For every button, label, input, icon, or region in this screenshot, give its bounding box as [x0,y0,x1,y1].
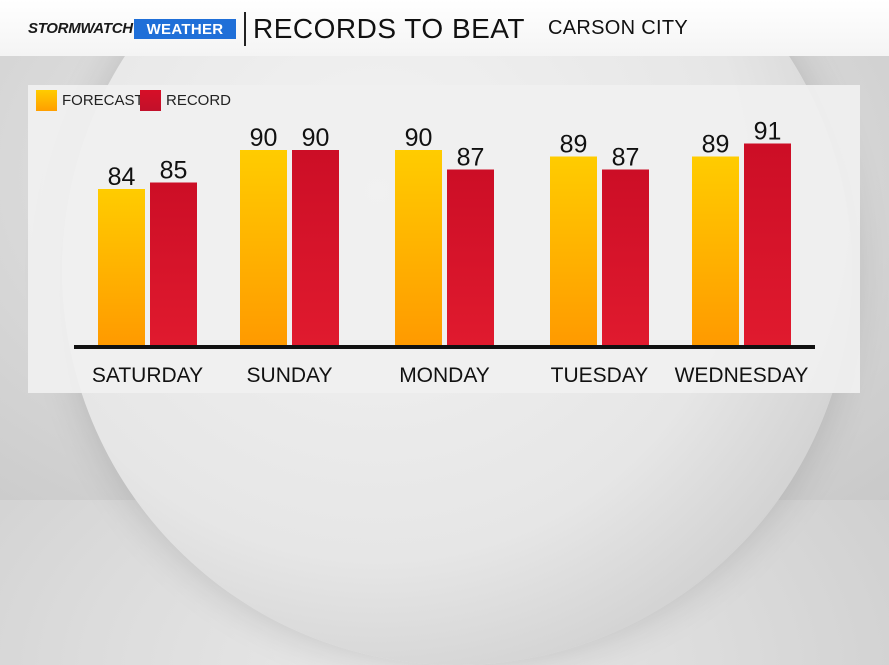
legend-label-forecast: FORECAST [62,92,144,109]
bar-record-saturday [150,182,197,345]
category-label-monday: MONDAY [399,364,490,387]
value-label-record-tuesday: 87 [612,144,640,172]
page-title: RECORDS TO BEAT [253,13,525,44]
value-label-record-sunday: 90 [302,124,330,152]
brand-weather-badge: WEATHER [134,19,236,39]
bar-group [98,143,791,345]
value-label-forecast-wednesday: 89 [702,131,730,159]
value-label-forecast-monday: 90 [405,124,433,152]
bar-chart: 84 85 SATURDAY 90 90 SUNDAY 90 87 MONDAY 89 87 TUES… [74,118,815,388]
legend-item-record: RECORD [140,90,231,111]
header-divider [244,12,246,46]
legend-item-forecast: FORECAST [36,90,144,111]
category-label-wednesday: WEDNESDAY [675,364,809,387]
category-label-sunday: SUNDAY [247,364,333,387]
value-label-record-monday: 87 [457,144,485,172]
label-group: 84 85 SATURDAY 90 90 SUNDAY 90 87 MONDAY 89 87 TUES… [92,118,809,388]
category-label-saturday: SATURDAY [92,364,203,387]
legend-swatch-forecast [36,90,57,111]
bar-record-wednesday [744,143,791,345]
value-label-forecast-tuesday: 89 [560,131,588,159]
category-label-tuesday: TUESDAY [551,364,649,387]
value-label-record-saturday: 85 [160,157,188,185]
bar-record-monday [447,169,494,345]
value-label-forecast-saturday: 84 [108,163,136,191]
bar-forecast-saturday [98,189,145,345]
bar-forecast-wednesday [692,156,739,345]
bar-record-tuesday [602,169,649,345]
legend-swatch-record [140,90,161,111]
legend-label-record: RECORD [166,92,232,109]
x-axis-baseline [74,345,815,349]
value-label-record-wednesday: 91 [754,118,782,146]
header-bar: STORMWATCH WEATHER RECORDS TO BEAT CARSO… [0,0,889,56]
brand-stormwatch: STORMWATCH [28,20,133,37]
value-label-forecast-sunday: 90 [250,124,278,152]
bar-forecast-monday [395,150,442,345]
bar-forecast-tuesday [550,156,597,345]
bar-record-sunday [292,150,339,345]
location-label: CARSON CITY [548,17,688,39]
bar-forecast-sunday [240,150,287,345]
